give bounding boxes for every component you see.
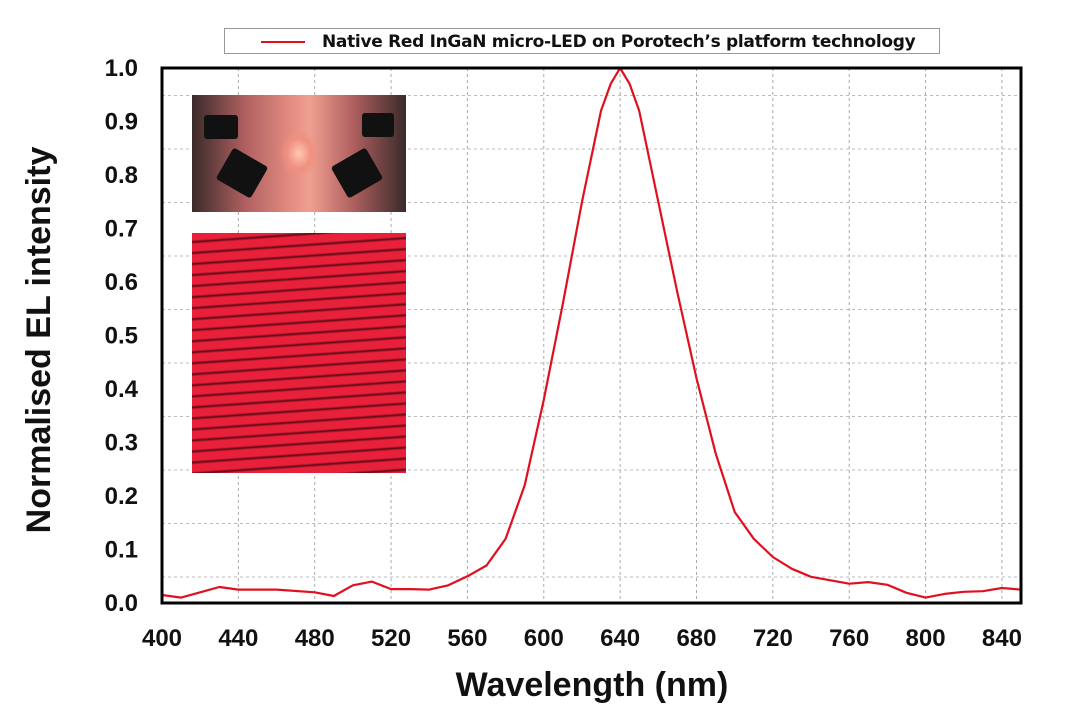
y-tick-label: 0.1 [105, 537, 138, 564]
x-tick-label: 640 [600, 625, 640, 652]
y-tick-label: 0.8 [105, 162, 138, 189]
y-tick-label: 0.7 [105, 216, 138, 243]
y-tick-label: 0.4 [105, 376, 139, 403]
x-tick-label: 400 [142, 625, 182, 652]
y-tick-label: 0.9 [105, 109, 138, 136]
x-axis-title: Wavelength (nm) [456, 666, 729, 704]
x-tick-label: 480 [295, 625, 335, 652]
x-tick-label: 520 [371, 625, 411, 652]
x-tick-label: 760 [829, 625, 869, 652]
probe-station-photo [192, 95, 406, 212]
y-axis-title: Normalised EL intensity [20, 147, 58, 534]
x-axis-ticks: 400 440 480 520 560 600 640 680 720 760 800 840 [142, 625, 1022, 652]
legend-label: Native Red InGaN micro-LED on Porotech’s… [322, 32, 916, 52]
y-tick-label: 1.0 [105, 55, 138, 82]
legend: Native Red InGaN micro-LED on Porotech’s… [224, 28, 940, 54]
x-tick-label: 800 [906, 625, 946, 652]
y-tick-label: 0.0 [105, 590, 138, 617]
y-tick-label: 0.6 [105, 269, 138, 296]
legend-line-swatch [261, 41, 305, 43]
x-tick-label: 560 [447, 625, 487, 652]
y-axis-ticks: 0.0 0.1 0.2 0.3 0.4 0.5 0.6 0.7 0.8 0.9 1.0 [105, 55, 139, 617]
y-tick-label: 0.2 [105, 483, 138, 510]
y-tick-label: 0.5 [105, 323, 138, 350]
plot-frame [160, 66, 1023, 605]
x-tick-label: 440 [218, 625, 258, 652]
x-tick-label: 840 [982, 625, 1022, 652]
series-line [161, 66, 1022, 599]
x-tick-label: 720 [753, 625, 793, 652]
x-tick-label: 680 [676, 625, 716, 652]
x-tick-label: 600 [524, 625, 564, 652]
y-tick-label: 0.3 [105, 430, 138, 457]
micro-led-array-photo [192, 233, 406, 473]
grid [162, 68, 1021, 603]
